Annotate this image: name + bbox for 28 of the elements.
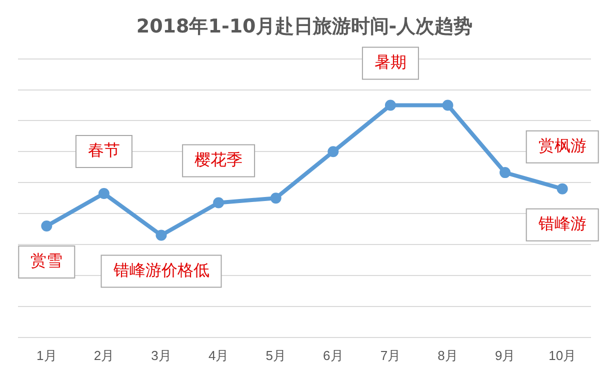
point <box>213 197 224 208</box>
x-tick-label: 9月 <box>494 348 516 363</box>
chart-title: 2018年1-10月赴日旅游时间-人次趋势 <box>136 15 473 38</box>
x-tick-label: 6月 <box>323 348 344 363</box>
annotation: 赏雪 <box>30 251 63 270</box>
x-tick-label: 7月 <box>380 348 401 363</box>
annotation: 春节 <box>88 140 120 160</box>
annotation: 暑期 <box>374 52 406 72</box>
x-tick-label: 3月 <box>151 348 172 363</box>
point <box>41 220 52 232</box>
point <box>98 188 110 199</box>
annotation: 错峰游 <box>537 214 586 233</box>
x-tick-label: 8月 <box>438 348 458 363</box>
annotation: 赏枫游 <box>538 136 586 155</box>
x-tick-label: 5月 <box>266 348 286 363</box>
point <box>384 100 396 111</box>
annotation: 错峰游价格低 <box>112 260 210 280</box>
annotation: 樱花季 <box>194 150 243 169</box>
x-tick-label: 10月 <box>548 348 576 363</box>
point <box>500 167 511 178</box>
point <box>156 230 167 241</box>
point <box>328 146 339 158</box>
point <box>556 183 568 194</box>
x-tick-label: 4月 <box>208 348 229 363</box>
point <box>270 192 282 204</box>
x-tick-label: 1月 <box>36 348 57 363</box>
x-tick-label: 2月 <box>94 348 114 363</box>
point <box>442 100 454 111</box>
